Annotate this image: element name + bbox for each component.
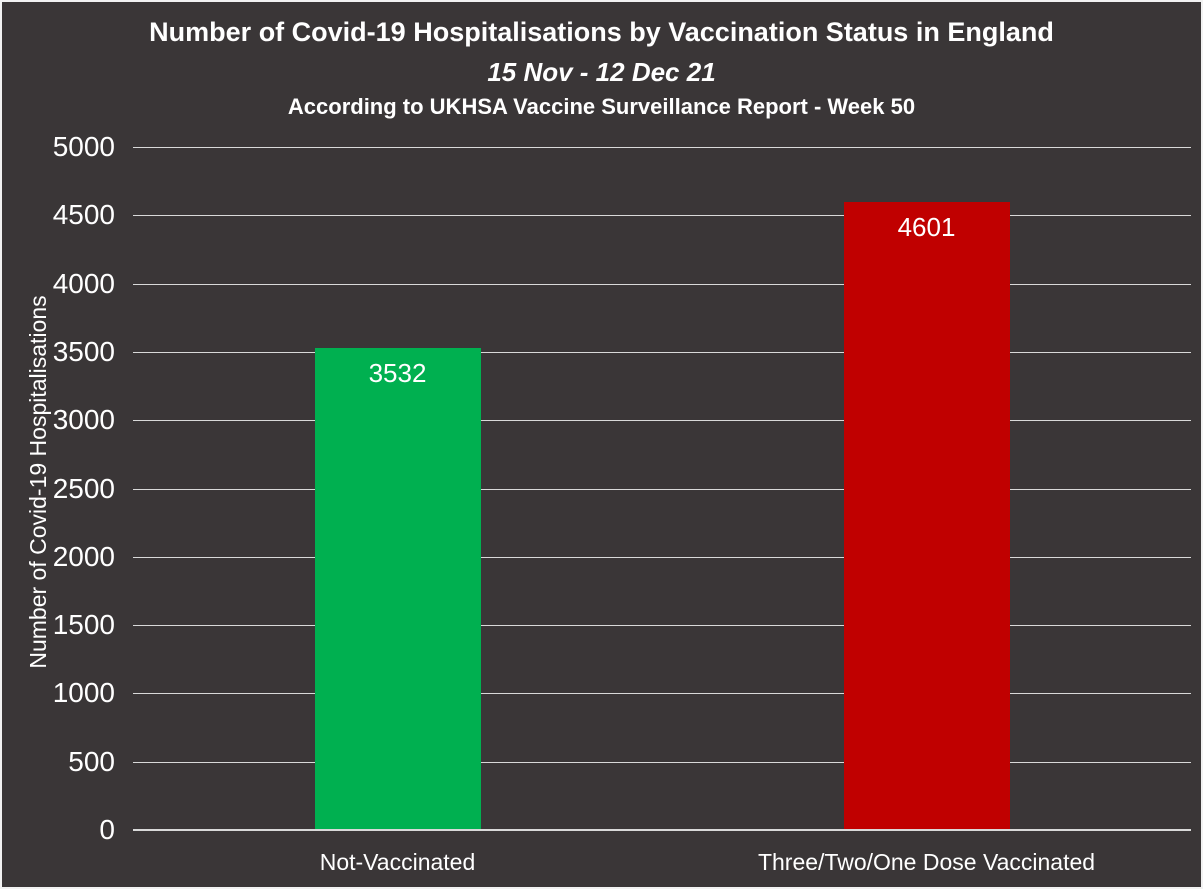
gridline <box>133 556 1191 558</box>
gridline <box>133 693 1191 695</box>
x-category-label: Not-Vaccinated <box>319 849 476 875</box>
chart-subtitle: 15 Nov - 12 Dec 21 <box>487 57 716 87</box>
gridline <box>133 215 1191 217</box>
y-tick-label: 0 <box>99 814 115 845</box>
bar-value-label: 3532 <box>368 357 427 388</box>
x-axis-baseline <box>133 829 1191 831</box>
y-tick-label: 500 <box>68 745 115 777</box>
y-tick-label: 5000 <box>52 131 115 162</box>
bar-three-two-one-dose-vaccinated: 4601 <box>843 201 1010 829</box>
y-tick-label: 2500 <box>52 472 115 504</box>
y-tick-label: 4500 <box>52 199 115 231</box>
gridline <box>133 761 1191 763</box>
gridline <box>133 625 1191 627</box>
bar-value-label: 4601 <box>897 211 956 242</box>
gridline <box>133 283 1191 285</box>
y-tick-label: 3500 <box>52 335 115 367</box>
y-tick-label: 2000 <box>52 540 115 572</box>
x-category-label: Three/Two/One Dose Vaccinated <box>757 849 1096 875</box>
y-tick-label: 3000 <box>52 404 115 436</box>
gridline <box>133 351 1191 353</box>
bar-not-vaccinated: 3532 <box>314 347 481 829</box>
y-tick-label: 1000 <box>52 677 115 709</box>
y-tick-label: 4000 <box>52 267 115 299</box>
y-tick-label: 1500 <box>52 609 115 641</box>
gridline <box>133 147 1191 148</box>
gridline <box>133 488 1191 490</box>
chart-header: Number of Covid-19 Hospitalisations by V… <box>2 15 1201 120</box>
chart-title: Number of Covid-19 Hospitalisations by V… <box>149 17 1054 47</box>
chart-source-line: According to UKHSA Vaccine Surveillance … <box>287 94 916 119</box>
gridline <box>133 420 1191 422</box>
